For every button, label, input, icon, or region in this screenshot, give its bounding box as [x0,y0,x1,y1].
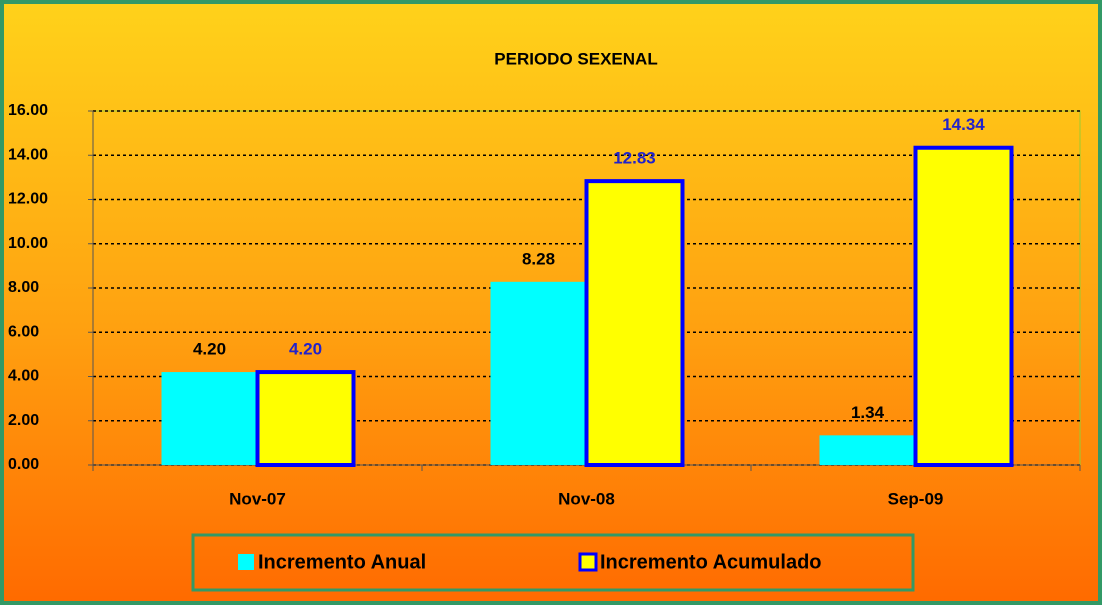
x-tick-label: Nov-07 [229,489,286,508]
x-tick-label: Sep-09 [888,489,944,508]
y-tick-label: 6.00 [8,323,39,340]
legend-box [191,533,915,592]
y-tick-label: 14.00 [8,146,48,163]
bar [913,145,1014,467]
y-tick-label: 16.00 [8,102,48,119]
data-label: 14.34 [942,115,985,134]
y-tick-label: 4.00 [8,368,39,385]
y-tick-label: 8.00 [8,279,39,296]
data-label: 8.28 [522,249,555,268]
bar [161,372,258,465]
y-tick-label: 2.00 [8,412,39,429]
legend-swatch [238,554,254,570]
data-label: 1.34 [851,403,885,422]
data-label: 4.20 [193,340,226,359]
y-tick-label: 0.00 [8,456,39,473]
y-tick-label: 12.00 [8,191,48,208]
y-tick-label: 10.00 [8,235,48,252]
legend-label: Incremento Anual [258,551,426,573]
bar [255,370,356,468]
bar [490,281,587,465]
data-label: 4.20 [289,340,322,359]
chart-title: PERIODO SEXENAL [494,49,657,68]
bar [819,435,916,465]
x-tick-label: Nov-08 [558,489,615,508]
legend-swatch [578,552,598,572]
bar [584,179,685,467]
data-label: 12.83 [613,149,656,168]
legend-label: Incremento Acumulado [600,551,822,573]
